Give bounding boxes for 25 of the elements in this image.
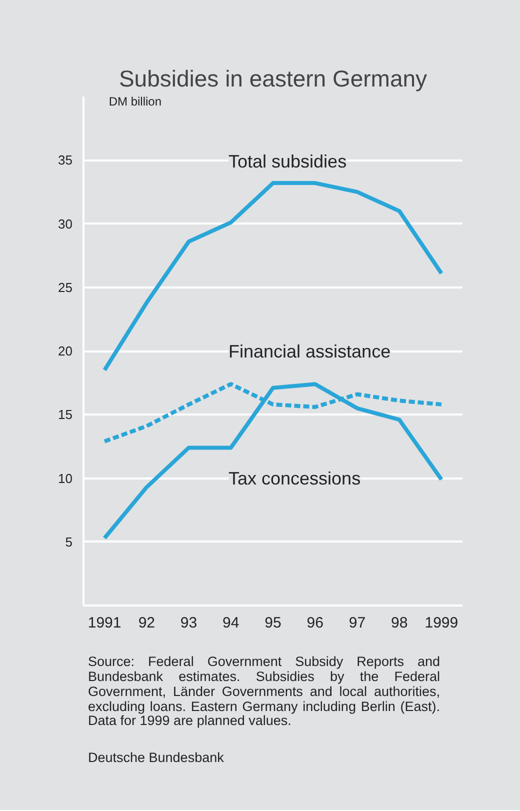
source-note: Source: Federal Government Subsidy Reports and Bundesbank estimates. Subsidies by the Federal Government, Länder Governments and local authorities, excluding loans. Eastern Germany including Berlin (East). Data for 1999 are planned values. [88, 654, 440, 730]
x-tick-label: 97 [348, 614, 366, 632]
y-tick-label: 15 [58, 407, 73, 422]
y-tick-label: 25 [58, 280, 73, 295]
y-tick-label: 10 [58, 470, 73, 486]
y-tick-label: 20 [58, 344, 73, 358]
text: Deutsche Bundesbank [88, 750, 225, 766]
x-tick-label: 95 [264, 614, 282, 632]
x-tick-label: 96 [306, 614, 324, 632]
series-label: Tax concessions [228, 468, 361, 488]
chart-title: Subsidies in eastern Germany [118, 66, 428, 92]
x-tick-label: 92 [138, 614, 156, 632]
y-tick-label: 35 [58, 152, 73, 168]
x-tick-label: 1991 [88, 614, 122, 632]
y-axis-title: DM billion [108, 94, 162, 108]
x-tick-label: 93 [180, 614, 198, 632]
x-tick-label: 94 [222, 614, 240, 632]
x-tick-label: 1999 [424, 614, 458, 632]
series-label: Total subsidies [228, 152, 347, 172]
line-series [102, 181, 444, 372]
y-tick-label: 5 [65, 534, 73, 550]
line-series [102, 382, 444, 540]
y-tick-label: 30 [58, 216, 73, 232]
x-tick-label: 98 [390, 614, 408, 632]
series-label: Financial assistance [228, 342, 391, 362]
